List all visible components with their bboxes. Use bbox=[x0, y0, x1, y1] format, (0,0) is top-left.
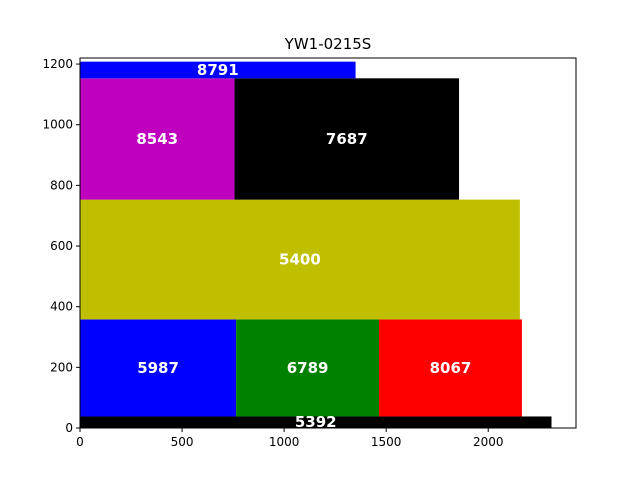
bar-5400 bbox=[80, 199, 520, 320]
bar-label-5400: 5400 bbox=[279, 251, 321, 269]
y-tick-label: 600 bbox=[50, 239, 73, 253]
bar-label-5987: 5987 bbox=[137, 359, 179, 377]
bar-labels-group: 5392 5987 6789 8067 5400 8543 7687 8791 bbox=[136, 61, 471, 431]
y-tick-label: 400 bbox=[50, 300, 73, 314]
bar-label-8067: 8067 bbox=[430, 359, 472, 377]
bar-label-8543: 8543 bbox=[136, 130, 178, 148]
y-tick-label: 1200 bbox=[42, 57, 73, 71]
bar-5987 bbox=[80, 319, 237, 417]
x-tick-label: 1500 bbox=[371, 435, 402, 449]
y-tick-label: 200 bbox=[50, 360, 73, 374]
y-tick-label: 800 bbox=[50, 178, 73, 192]
bar-label-7687: 7687 bbox=[326, 130, 368, 148]
bar-8543 bbox=[80, 78, 235, 200]
bar-8791 bbox=[80, 61, 356, 79]
bar-8067 bbox=[379, 319, 522, 417]
bars-group bbox=[80, 61, 552, 428]
chart-title: YW1-0215S bbox=[284, 35, 372, 53]
bar-label-6789: 6789 bbox=[287, 359, 329, 377]
x-tick-label: 500 bbox=[171, 435, 194, 449]
y-tick-label: 1000 bbox=[42, 118, 73, 132]
x-tick-label: 1000 bbox=[269, 435, 300, 449]
x-tick-label: 2000 bbox=[473, 435, 504, 449]
bar-label-8791: 8791 bbox=[197, 61, 239, 79]
plot-frame bbox=[79, 57, 577, 429]
bar-6789 bbox=[236, 319, 380, 417]
x-axis: 0 500 1000 1500 2000 bbox=[76, 428, 504, 449]
bar-7687 bbox=[234, 78, 460, 200]
bar-label-5392: 5392 bbox=[295, 413, 337, 431]
y-tick-label: 0 bbox=[65, 421, 73, 435]
x-tick-label: 0 bbox=[76, 435, 84, 449]
y-axis: 0 200 400 600 800 1000 1200 bbox=[42, 57, 80, 435]
bar-5392 bbox=[80, 416, 552, 428]
